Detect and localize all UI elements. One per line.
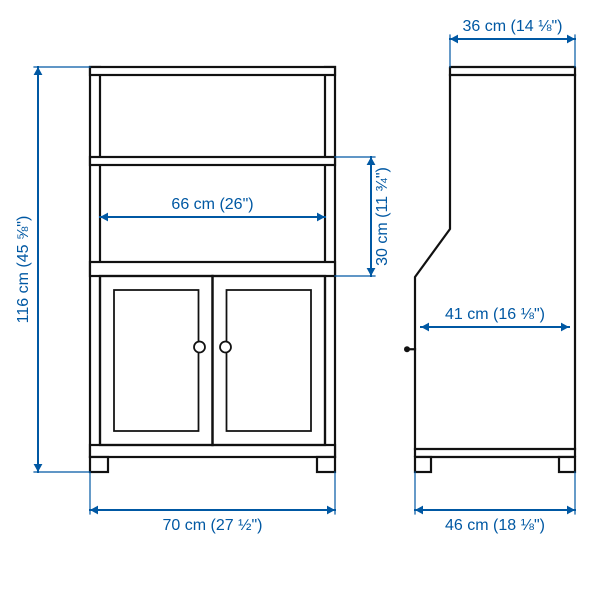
side-knob-icon — [404, 346, 410, 352]
svg-text:116 cm (45 ⅝"): 116 cm (45 ⅝") — [15, 216, 32, 324]
front-view: 116 cm (45 ⅝") 66 cm (26") 30 cm (11 ¾") 70… — [15, 67, 391, 534]
svg-text:30 cm (11 ¾"): 30 cm (11 ¾") — [374, 167, 391, 266]
door-knob-right — [220, 341, 231, 352]
door-knob-left — [194, 341, 205, 352]
svg-text:66 cm (26"): 66 cm (26") — [171, 196, 253, 213]
svg-text:36 cm (14 ⅛"): 36 cm (14 ⅛") — [463, 18, 563, 35]
svg-text:70 cm (27 ½"): 70 cm (27 ½") — [163, 517, 263, 534]
side-view: 36 cm (14 ⅛") 41 cm (16 ⅛") 46 cm (18 ⅛") — [404, 18, 575, 534]
svg-text:46 cm (18 ⅛"): 46 cm (18 ⅛") — [445, 517, 545, 534]
dimensioned-furniture-diagram: 116 cm (45 ⅝") 66 cm (26") 30 cm (11 ¾") 70… — [0, 0, 600, 600]
svg-text:41 cm (16 ⅛"): 41 cm (16 ⅛") — [445, 306, 545, 323]
